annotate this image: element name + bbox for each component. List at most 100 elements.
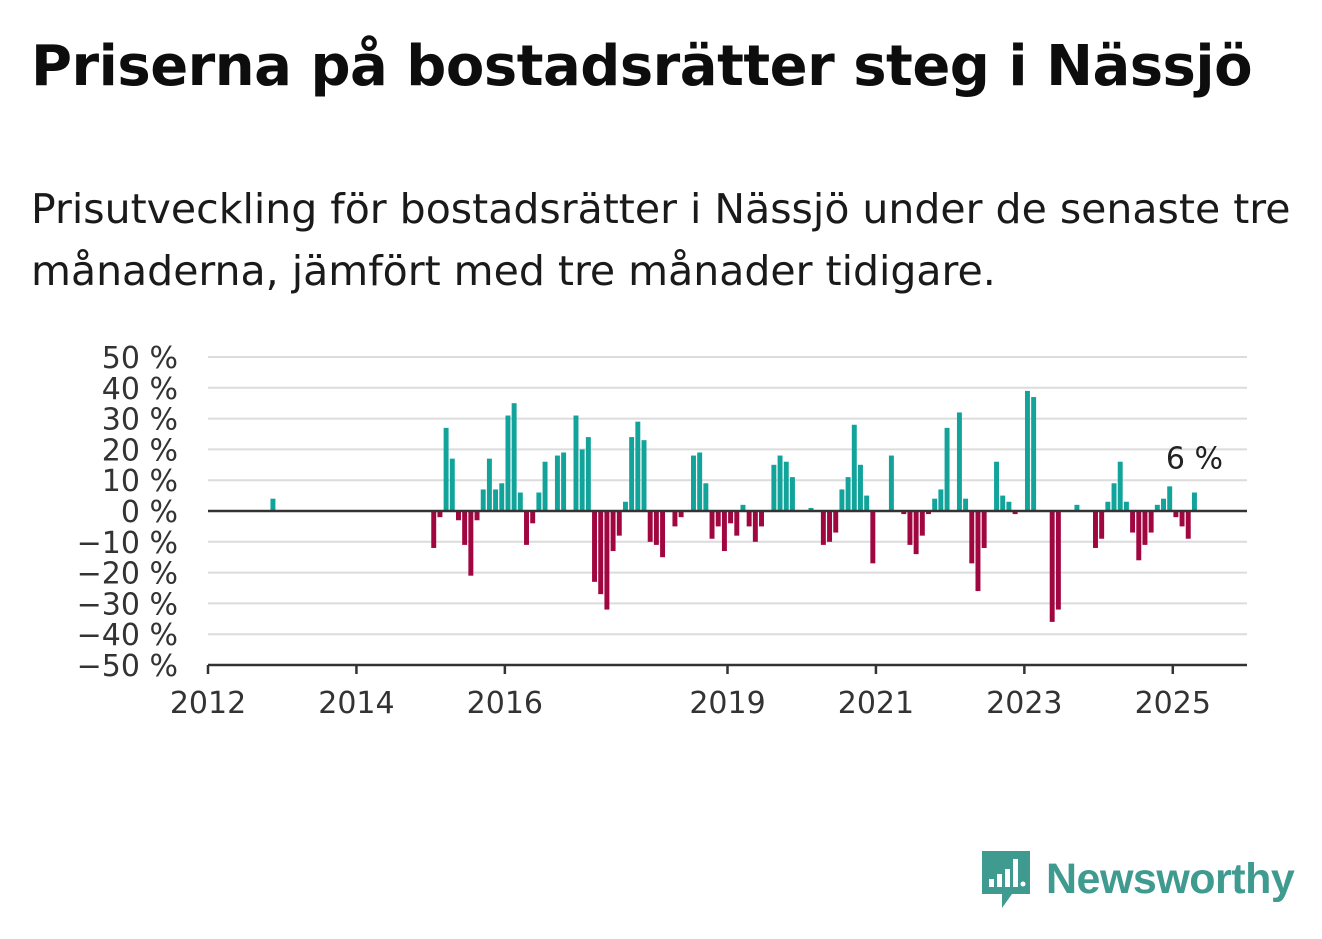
x-tick-label: 2023 <box>986 686 1062 721</box>
bar <box>622 501 628 511</box>
bar <box>981 511 987 548</box>
bar <box>752 511 758 542</box>
bar <box>474 511 480 521</box>
y-tick-label: 10 % <box>102 464 178 499</box>
bar <box>1074 504 1080 511</box>
bar <box>691 455 696 511</box>
bar <box>901 511 907 515</box>
bar <box>505 415 511 511</box>
bar <box>524 511 529 545</box>
bar <box>994 461 999 511</box>
bar <box>845 477 851 511</box>
y-tick-label: −50 % <box>77 649 178 684</box>
y-tick-label: −20 % <box>77 557 178 592</box>
bar <box>431 511 437 548</box>
grid-lines <box>208 356 1247 636</box>
bar <box>1142 511 1148 545</box>
bar <box>1167 486 1173 511</box>
bar <box>635 421 641 511</box>
bar <box>604 511 610 610</box>
bar <box>1148 511 1154 533</box>
bar <box>789 477 795 511</box>
y-tick-label: 40 % <box>102 372 178 407</box>
bar <box>697 452 703 511</box>
bar <box>759 511 764 527</box>
bar <box>542 461 548 511</box>
bar <box>592 511 598 582</box>
bar <box>1024 390 1030 511</box>
bar <box>1049 511 1055 622</box>
bar <box>820 511 826 545</box>
brand-name: Newsworthy <box>1046 854 1295 903</box>
bar <box>938 489 944 511</box>
bar <box>944 427 950 511</box>
bar <box>777 455 783 511</box>
bar <box>703 483 709 511</box>
bar <box>468 511 474 576</box>
last-value-label: 6 % <box>1166 442 1223 477</box>
bar <box>1179 511 1185 527</box>
x-tick-label: 2025 <box>1135 686 1211 721</box>
bar <box>629 437 635 511</box>
bar <box>827 511 833 542</box>
bar <box>975 511 981 592</box>
bar <box>536 492 542 511</box>
bar <box>443 427 449 511</box>
y-tick-label: 0 % <box>121 495 178 530</box>
bar <box>1130 511 1136 533</box>
bar <box>672 511 678 527</box>
bar <box>1012 511 1018 515</box>
x-tick-label: 2019 <box>689 686 765 721</box>
chart-title: Priserna på bostadsrätter steg i Nässjö <box>31 34 1253 99</box>
bar <box>864 495 870 511</box>
bar <box>270 498 276 511</box>
bar <box>449 458 455 511</box>
bar <box>598 511 604 595</box>
bar <box>1161 498 1166 511</box>
bar <box>437 511 443 518</box>
bar <box>728 511 734 524</box>
bar <box>1136 511 1142 561</box>
bar <box>1173 511 1179 518</box>
bar <box>1105 501 1111 511</box>
bar <box>653 511 659 545</box>
y-tick-label: 30 % <box>102 403 178 438</box>
bar <box>926 511 931 515</box>
bar <box>709 511 715 539</box>
bar <box>1000 495 1006 511</box>
y-tick-label: 50 % <box>102 341 178 376</box>
x-tick-label: 2012 <box>170 686 246 721</box>
bar-chart: 50 %40 %30 %20 %10 %0 %−10 %−20 %−30 %−4… <box>77 341 1247 721</box>
bar <box>486 458 492 511</box>
chart-subtitle: Prisutveckling för bostadsrätter i Nässj… <box>31 185 1291 295</box>
bar <box>579 449 585 511</box>
bar <box>851 424 857 511</box>
x-tick-label: 2021 <box>838 686 914 721</box>
newsworthy-logo: Newsworthy <box>980 848 1295 910</box>
x-tick-label: 2016 <box>467 686 543 721</box>
bar <box>678 511 684 518</box>
bar <box>907 511 913 545</box>
bar <box>554 455 560 511</box>
newsworthy-bar-chart-icon <box>982 851 1030 908</box>
bar <box>746 511 752 527</box>
bar <box>969 511 975 564</box>
bar <box>956 412 962 511</box>
bar <box>919 511 925 536</box>
bar <box>1111 483 1117 511</box>
bars <box>270 390 1197 622</box>
x-tick-label: 2014 <box>318 686 394 721</box>
bar <box>783 461 789 511</box>
bar <box>888 455 894 511</box>
bar <box>734 511 740 536</box>
bar <box>1123 501 1129 511</box>
bar <box>573 415 579 511</box>
bar <box>870 511 876 564</box>
bar <box>499 483 505 511</box>
bar <box>1154 504 1160 511</box>
bar <box>641 440 647 511</box>
annotations: 6 % <box>1166 442 1223 477</box>
bar <box>511 403 517 511</box>
bar <box>839 489 845 511</box>
bar <box>480 489 486 511</box>
